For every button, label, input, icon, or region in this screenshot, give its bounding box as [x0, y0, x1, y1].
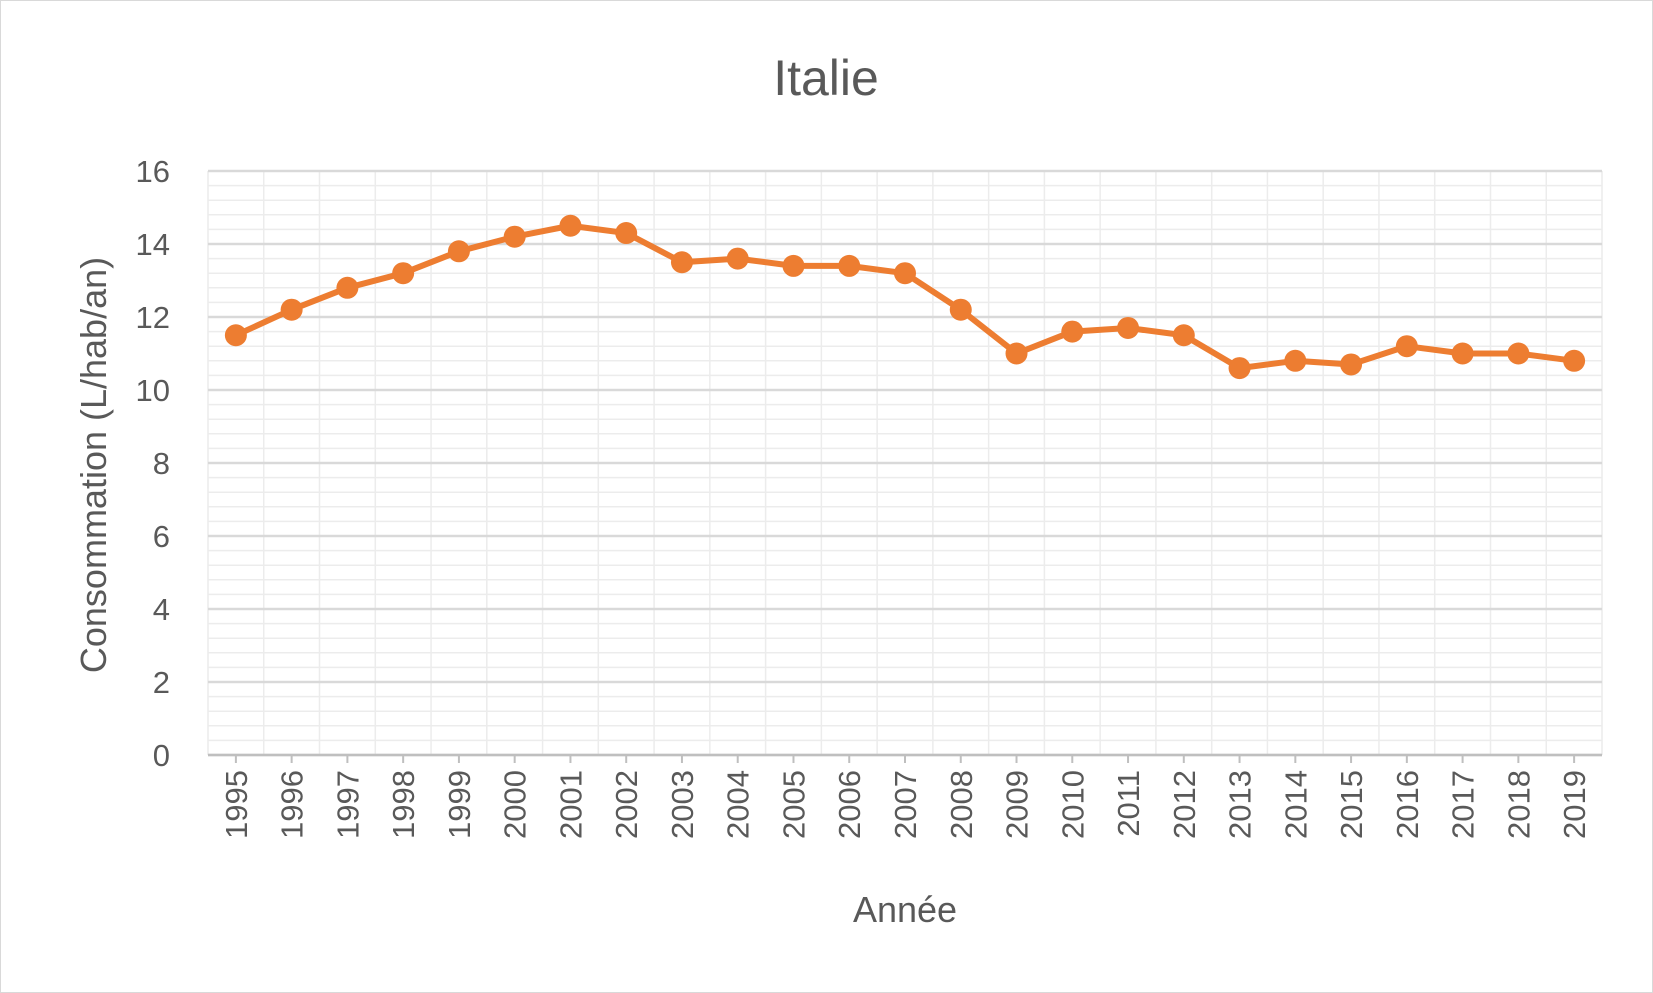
x-tick-label: 2007 [888, 770, 923, 839]
y-tick-label: 2 [153, 665, 170, 700]
x-tick-label: 2000 [498, 770, 533, 839]
data-point [1117, 316, 1140, 339]
data-point [1395, 335, 1418, 358]
y-tick-label: 14 [136, 227, 170, 262]
chart-title: Italie [773, 50, 879, 106]
x-tick-label: 2005 [776, 770, 811, 839]
data-point [224, 324, 247, 347]
data-point [503, 225, 526, 248]
x-tick-label: 2010 [1055, 770, 1090, 839]
x-tick-label: 2011 [1111, 770, 1146, 837]
x-tick-label: 2019 [1557, 770, 1592, 839]
data-point [782, 254, 805, 277]
x-tick-label: 2014 [1278, 770, 1313, 839]
x-tick-label: 2006 [832, 770, 867, 839]
x-tick-label: 1996 [275, 770, 310, 839]
data-point [949, 298, 972, 321]
y-axis-title: Consommation (L/hab/an) [73, 257, 114, 673]
data-point [670, 251, 693, 274]
data-point [392, 262, 415, 285]
y-tick-label: 6 [153, 519, 170, 554]
x-axis-title: Année [853, 889, 957, 930]
y-tick-label: 10 [136, 373, 170, 408]
data-point [1507, 342, 1530, 365]
data-point [280, 298, 303, 321]
x-tick-label: 1997 [330, 770, 365, 839]
y-tick-label: 8 [153, 446, 170, 481]
y-tick-label: 0 [153, 738, 170, 773]
y-tick-label: 16 [136, 154, 170, 189]
x-tick-label: 2008 [944, 770, 979, 839]
x-tick-label: 2002 [609, 770, 644, 839]
data-point [1284, 349, 1307, 372]
x-tick-label: 2016 [1390, 770, 1425, 839]
y-tick-label: 12 [136, 300, 170, 335]
data-point [447, 240, 470, 263]
data-point [1451, 342, 1474, 365]
data-point [1061, 320, 1084, 343]
data-point [1563, 349, 1586, 372]
data-point [1340, 353, 1363, 376]
data-point [726, 247, 749, 270]
data-point [838, 254, 861, 277]
y-tick-labels: 0 2 4 6 8 10 12 14 16 [136, 154, 170, 773]
x-tick-label: 2017 [1446, 770, 1481, 839]
x-tick-label: 1999 [442, 770, 477, 839]
x-tick-label: 2012 [1167, 770, 1202, 839]
x-tick-label: 1995 [219, 770, 254, 839]
x-tick-label: 2001 [553, 770, 588, 839]
axes [208, 753, 1602, 763]
y-tick-label: 4 [153, 592, 170, 627]
gridlines [207, 169, 1603, 757]
x-tick-label: 2003 [665, 770, 700, 839]
series-layer [224, 214, 1586, 380]
data-point [336, 276, 359, 299]
data-point [615, 222, 638, 245]
x-tick-labels: 1995 1996 1997 1998 1999 2000 2001 2002 2003 2004… [219, 770, 1592, 839]
data-point [1172, 324, 1195, 347]
x-tick-label: 2004 [721, 770, 756, 839]
data-point [894, 262, 916, 285]
x-tick-label: 2018 [1501, 770, 1536, 839]
x-tick-label: 1998 [386, 770, 421, 839]
x-tick-label: 2013 [1223, 770, 1258, 839]
x-tick-label: 2015 [1334, 770, 1369, 839]
data-point [1228, 357, 1251, 380]
data-point [1005, 342, 1028, 365]
data-point [559, 214, 582, 237]
x-tick-label: 2009 [1000, 770, 1035, 839]
